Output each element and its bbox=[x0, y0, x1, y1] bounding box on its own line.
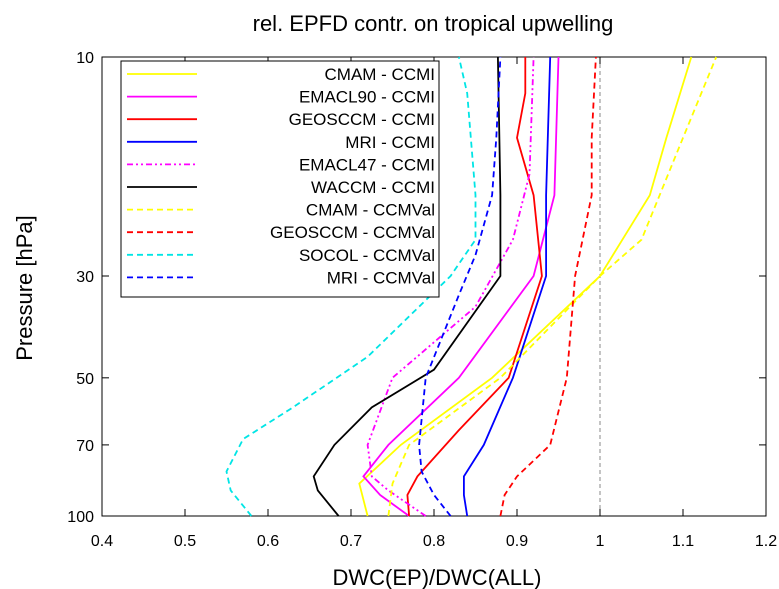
series-line-3 bbox=[463, 56, 552, 517]
series-line-0 bbox=[358, 56, 693, 517]
legend-entry-label: EMACL47 - CCMI bbox=[299, 155, 435, 174]
x-tick-label: 1.2 bbox=[755, 533, 777, 550]
y-tick-label: 70 bbox=[76, 438, 94, 455]
series-line-2 bbox=[406, 57, 543, 517]
x-tick-label: 0.4 bbox=[91, 533, 113, 550]
legend: CMAM - CCMI EMACL90 - CCMI GEOSCCM - CCMI M… bbox=[120, 60, 440, 298]
y-tick-label: 100 bbox=[67, 509, 94, 526]
y-tick-label: 30 bbox=[76, 269, 94, 286]
legend-box bbox=[120, 60, 440, 298]
x-tick-label: 0.5 bbox=[174, 533, 196, 550]
series-line-7 bbox=[499, 56, 597, 517]
series-line-9 bbox=[418, 56, 502, 517]
legend-entry-label: EMACL90 - CCMI bbox=[299, 88, 435, 107]
series-line-5 bbox=[312, 56, 502, 517]
y-axis-label: Pressure [hPa] bbox=[12, 215, 37, 361]
series-line-1 bbox=[362, 56, 560, 517]
axis-ticks: 0.4 0.5 0.6 0.7 0.8 0.9 1 1.1 1.2 10 30 50 70 100 bbox=[67, 50, 777, 550]
legend-entry-label: CMAM - CCMVal bbox=[306, 201, 435, 220]
x-tick-label: 1 bbox=[596, 533, 605, 550]
legend-entry-label: MRI - CCMI bbox=[345, 133, 435, 152]
x-tick-label: 0.9 bbox=[506, 533, 528, 550]
legend-entry-label: WACCM - CCMI bbox=[311, 178, 435, 197]
x-tick-label: 1.1 bbox=[672, 533, 694, 550]
y-tick-label: 10 bbox=[76, 50, 94, 67]
legend-entry-label: MRI - CCMVal bbox=[327, 268, 435, 287]
x-tick-label: 0.7 bbox=[340, 533, 362, 550]
x-tick-label: 0.6 bbox=[257, 533, 279, 550]
series-line-8 bbox=[225, 56, 477, 517]
chart-title: rel. EPFD contr. on tropical upwelling bbox=[253, 11, 614, 36]
legend-entry-label: GEOSCCM - CCMI bbox=[289, 110, 435, 129]
legend-entry-label: SOCOL - CCMVal bbox=[299, 246, 435, 265]
legend-entry-label: GEOSCCM - CCMVal bbox=[270, 223, 435, 242]
y-tick-label: 50 bbox=[76, 371, 94, 388]
x-tick-label: 0.8 bbox=[423, 533, 445, 550]
series-line-4 bbox=[366, 56, 535, 517]
legend-entry-label: CMAM - CCMI bbox=[325, 65, 435, 84]
x-axis-label: DWC(EP)/DWC(ALL) bbox=[333, 565, 542, 589]
